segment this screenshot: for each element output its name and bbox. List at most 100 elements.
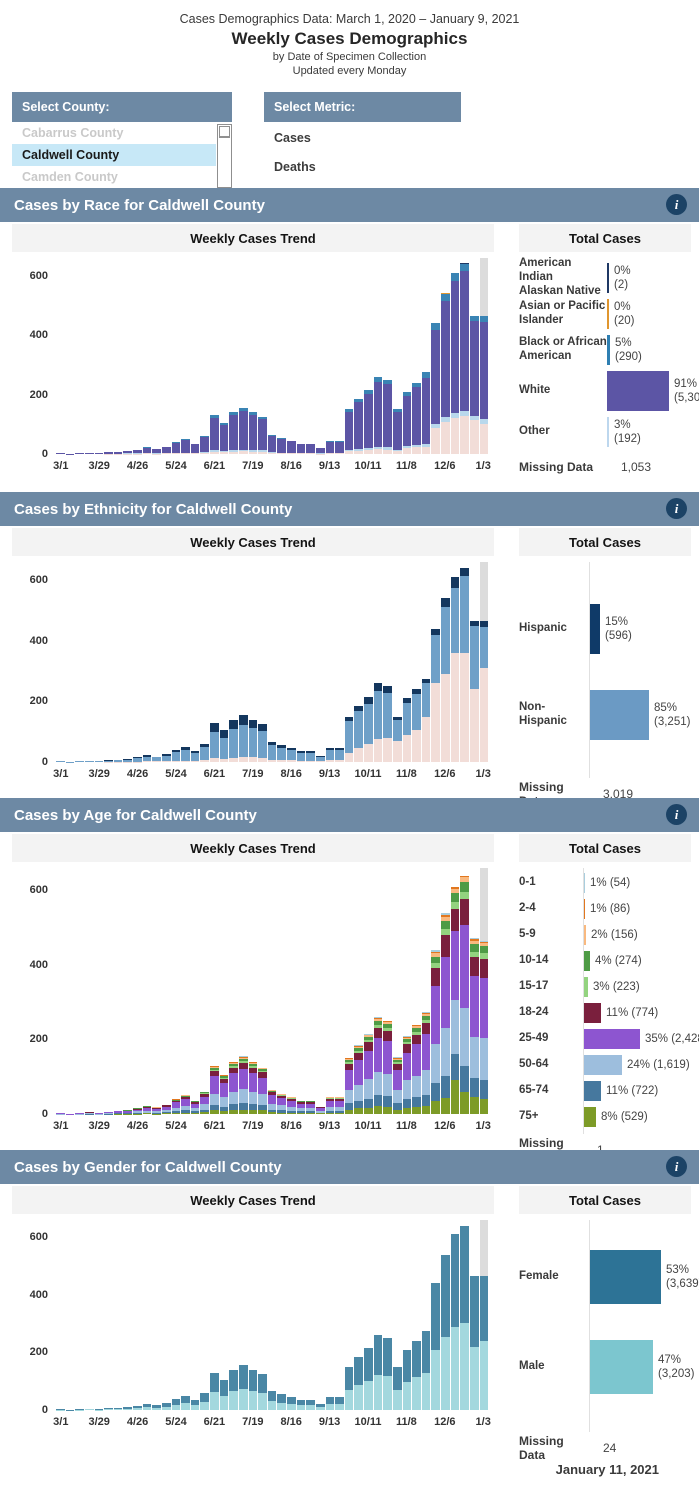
bar-segment-5-9[interactable] [248, 1063, 258, 1065]
bar-segment-0-1[interactable] [392, 1056, 402, 1058]
bar-segment-18-24[interactable] [335, 1098, 344, 1101]
bar-week-11-15[interactable] [412, 868, 421, 1114]
bar-segment-missing-data[interactable] [479, 423, 489, 454]
bar-week-10-25[interactable] [383, 562, 392, 762]
bar-segment-10-14[interactable] [441, 920, 450, 930]
bar-week-1-3[interactable] [479, 562, 489, 762]
bar-segment-male[interactable] [142, 1407, 152, 1410]
bar-segment-missing-data[interactable] [383, 449, 392, 454]
bar-segment-75[interactable] [190, 1112, 200, 1114]
bar-segment-missing-data[interactable] [450, 652, 460, 762]
bar-segment-white[interactable] [210, 417, 219, 451]
bar-segment-male[interactable] [104, 1409, 113, 1410]
bar-week-6-21[interactable] [210, 1220, 219, 1410]
bar-segment-18-24[interactable] [152, 1108, 161, 1110]
bar-segment-0-1[interactable] [238, 1056, 248, 1058]
bar-segment-hispanic[interactable] [171, 749, 181, 753]
bar-segment-black-or-african-american[interactable] [306, 443, 315, 445]
bar-segment-65-74[interactable] [325, 1110, 335, 1113]
bar-segment-other[interactable] [479, 419, 489, 424]
bar-segment-10-14[interactable] [335, 1097, 344, 1099]
bar-segment-missing-data[interactable] [181, 453, 190, 454]
bar-segment-15-17[interactable] [277, 1095, 286, 1097]
bar-segment-non-hispanic[interactable] [354, 711, 363, 749]
bar-week-9-13[interactable] [325, 258, 335, 454]
bar-week-9-20[interactable] [335, 562, 344, 762]
county-item-caldwell-county[interactable]: Caldwell County [12, 144, 216, 166]
bar-segment-hispanic[interactable] [258, 724, 267, 732]
bar-week-7-12[interactable] [238, 258, 248, 454]
bar-segment-hispanic[interactable] [210, 722, 219, 732]
bar-week-8-2[interactable] [267, 562, 277, 762]
bar-segment-75[interactable] [248, 1109, 258, 1114]
bar-week-8-16[interactable] [287, 868, 296, 1114]
bar-segment-18-24[interactable] [383, 1030, 392, 1041]
bar-segment-other[interactable] [238, 450, 248, 452]
bar-week-11-1[interactable] [392, 562, 402, 762]
bar-segment-female[interactable] [287, 1397, 296, 1404]
bar-segment-25-49[interactable] [277, 1098, 286, 1106]
bar-week-8-30[interactable] [306, 258, 315, 454]
bar-segment-10-14[interactable] [210, 1067, 219, 1070]
bar-segment-10-14[interactable] [364, 1036, 373, 1041]
bar-segment-missing-data[interactable] [315, 761, 325, 762]
bar-segment-missing-data[interactable] [450, 417, 460, 454]
bar-segment-10-14[interactable] [277, 1094, 286, 1096]
bar-segment-15-17[interactable] [450, 901, 460, 909]
bar-week-8-16[interactable] [287, 1220, 296, 1410]
bar-segment-15-17[interactable] [412, 1032, 421, 1035]
bar-segment-female[interactable] [229, 1369, 238, 1391]
bar-segment-white[interactable] [431, 329, 440, 425]
bar-week-5-24[interactable] [171, 258, 181, 454]
bar-segment-75[interactable] [219, 1111, 229, 1114]
bar-segment-black-or-african-american[interactable] [171, 442, 181, 444]
bar-segment-other[interactable] [210, 450, 219, 452]
bar-segment-missing-data[interactable] [248, 757, 258, 762]
bar-segment-25-49[interactable] [190, 1103, 200, 1109]
bar-segment-female[interactable] [258, 1374, 267, 1394]
bar-segment-white[interactable] [344, 412, 354, 450]
bar-segment-65-74[interactable] [469, 1078, 479, 1098]
bar-segment-18-24[interactable] [200, 1093, 209, 1097]
bar-segment-15-17[interactable] [258, 1070, 267, 1073]
bar-segment-5-9[interactable] [421, 1013, 431, 1017]
bar-segment-2-4[interactable] [469, 939, 479, 942]
bar-segment-65-74[interactable] [306, 1111, 315, 1113]
bar-segment-non-hispanic[interactable] [104, 760, 113, 762]
bar-segment-white[interactable] [142, 447, 152, 454]
bar-segment-65-74[interactable] [258, 1105, 267, 1111]
bar-segment-missing-data[interactable] [469, 419, 479, 454]
bar-segment-female[interactable] [431, 1283, 440, 1351]
bar-segment-hispanic[interactable] [479, 621, 489, 628]
bar-segment-non-hispanic[interactable] [325, 749, 335, 760]
bar-segment-other[interactable] [383, 447, 392, 450]
bar-segment-50-64[interactable] [296, 1108, 306, 1112]
bar-segment-black-or-african-american[interactable] [200, 436, 209, 438]
bar-segment-female[interactable] [306, 1399, 315, 1406]
bar-segment-black-or-african-american[interactable] [469, 315, 479, 321]
bar-segment-black-or-african-american[interactable] [431, 323, 440, 330]
bar-week-6-7[interactable] [190, 562, 200, 762]
bar-segment-white[interactable] [123, 451, 132, 454]
bar-week-8-23[interactable] [296, 868, 306, 1114]
bar-segment-hispanic[interactable] [383, 686, 392, 693]
bar-segment-65-74[interactable] [219, 1106, 229, 1112]
bar-week-8-23[interactable] [296, 562, 306, 762]
bar-segment-15-17[interactable] [219, 1077, 229, 1079]
bar-segment-25-49[interactable] [161, 1106, 171, 1110]
bar-segment-black-or-african-american[interactable] [354, 399, 363, 403]
bar-week-9-20[interactable] [335, 868, 344, 1114]
bar-segment-missing-data[interactable] [287, 760, 296, 762]
bar-segment-50-64[interactable] [171, 1107, 181, 1112]
bar-segment-other[interactable] [364, 448, 373, 451]
bar-segment-black-or-african-american[interactable] [450, 272, 460, 282]
bar-week-8-2[interactable] [267, 258, 277, 454]
bar-segment-male[interactable] [161, 1406, 171, 1410]
bar-segment-65-74[interactable] [277, 1110, 286, 1113]
bar-segment-female[interactable] [190, 1399, 200, 1406]
bar-segment-missing-data[interactable] [258, 757, 267, 762]
bar-segment-non-hispanic[interactable] [277, 747, 286, 760]
bar-segment-15-17[interactable] [431, 963, 440, 969]
bar-week-7-5[interactable] [229, 258, 238, 454]
bar-segment-65-74[interactable] [190, 1111, 200, 1113]
